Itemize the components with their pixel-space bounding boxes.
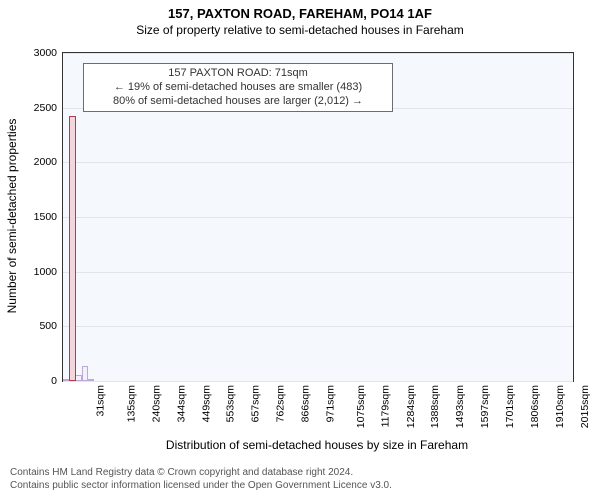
x-tick: 240sqm [150,385,162,422]
y-tick: 1500 [34,211,63,223]
x-tick: 1806sqm [529,385,541,428]
y-axis-label: Number of semi-detached properties [5,119,19,314]
x-tick: 2015sqm [579,385,591,428]
x-tick: 657sqm [250,385,262,422]
footnote-line1: Contains HM Land Registry data © Crown c… [10,467,353,478]
y-tick: 1000 [34,266,63,278]
x-tick: 1597sqm [479,385,491,428]
y-tick: 0 [51,375,63,387]
x-tick: 1179sqm [379,385,391,427]
x-tick: 1910sqm [554,385,566,428]
grid-line [63,272,573,273]
grid-line [63,381,573,382]
footnote-line2: Contains public sector information licen… [10,480,392,491]
annotation-line: ← 19% of semi-detached houses are smalle… [90,81,386,95]
y-tick: 3000 [34,47,63,59]
x-tick: 1701sqm [504,385,516,428]
grid-line [63,217,573,218]
x-tick: 1284sqm [405,385,417,428]
x-tick: 31sqm [95,385,107,417]
x-tick: 971sqm [324,385,336,422]
x-tick: 344sqm [175,385,187,422]
grid-line [63,326,573,327]
annotation-box: 157 PAXTON ROAD: 71sqm← 19% of semi-deta… [83,63,393,112]
y-tick: 2000 [34,156,63,168]
chart-container: 157, PAXTON ROAD, FAREHAM, PO14 1AF Size… [0,0,600,500]
y-tick: 2500 [34,102,63,114]
x-tick: 1075sqm [355,385,367,428]
x-axis-label: Distribution of semi-detached houses by … [166,438,468,452]
x-tick: 762sqm [275,385,287,422]
annotation-line: 157 PAXTON ROAD: 71sqm [90,67,386,81]
x-tick: 135sqm [125,385,137,422]
footnote: Contains HM Land Registry data © Crown c… [10,466,392,492]
x-tick: 1493sqm [455,385,467,428]
annotation-line: 80% of semi-detached houses are larger (… [90,95,386,109]
y-tick: 500 [39,320,63,332]
plot-area: 05001000150020002500300031sqm135sqm240sq… [62,52,574,382]
x-tick: 1388sqm [430,385,442,428]
highlight-bar [69,116,75,381]
chart-area: 0 500 1000 1500 2000 2500 3000 31sqm 135sqm 240sq… [0,0,600,500]
x-tick: 553sqm [225,385,237,422]
x-tick: 449sqm [200,385,212,422]
grid-line [63,162,573,163]
grid-line [63,53,573,54]
x-tick: 866sqm [299,385,311,422]
histogram-bar [88,379,94,381]
